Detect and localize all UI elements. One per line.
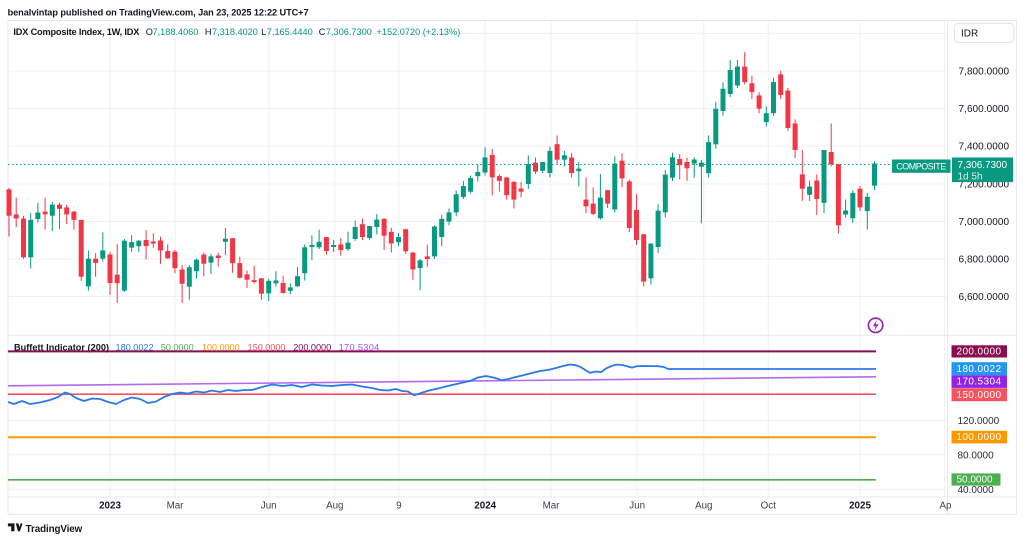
svg-text:IDX Composite Index, 1W, IDX: IDX Composite Index, 1W, IDX [13, 27, 140, 37]
svg-text:9: 9 [396, 501, 401, 512]
svg-text:IDR: IDR [961, 29, 978, 40]
svg-text:50.0000: 50.0000 [957, 474, 994, 485]
svg-text:180.0022: 180.0022 [957, 364, 1002, 375]
svg-text:7,165.4440: 7,165.4440 [267, 27, 313, 37]
svg-text:Jun: Jun [261, 501, 277, 512]
svg-text:C: C [319, 27, 326, 37]
svg-text:Mar: Mar [543, 501, 561, 512]
svg-text:200.0000: 200.0000 [957, 346, 1002, 357]
svg-text:170.5304: 170.5304 [339, 343, 380, 353]
svg-text:100.0000: 100.0000 [202, 343, 240, 353]
svg-text:7,800.0000: 7,800.0000 [959, 67, 1010, 78]
svg-text:Mar: Mar [167, 501, 185, 512]
svg-text:40.0000: 40.0000 [958, 485, 995, 496]
svg-text:Aug: Aug [695, 501, 712, 512]
svg-text:Ap: Ap [940, 501, 953, 512]
svg-text:7,600.0000: 7,600.0000 [959, 104, 1010, 115]
svg-text:7,306.7300: 7,306.7300 [326, 27, 372, 37]
svg-text:6,600.0000: 6,600.0000 [959, 292, 1010, 303]
svg-text:7,318.4020: 7,318.4020 [212, 27, 258, 37]
svg-text:O: O [146, 27, 153, 37]
svg-text:50.0000: 50.0000 [161, 343, 194, 353]
svg-text:+152.0720 (+2.13%): +152.0720 (+2.13%) [377, 27, 461, 37]
svg-text:2023: 2023 [99, 501, 121, 512]
svg-text:H: H [205, 27, 212, 37]
svg-text:Buffett Indicator (200): Buffett Indicator (200) [14, 343, 109, 353]
svg-text:COMPOSITE: COMPOSITE [896, 162, 946, 172]
svg-text:6,800.0000: 6,800.0000 [959, 255, 1010, 266]
svg-text:180.0022: 180.0022 [116, 343, 154, 353]
svg-text:120.0000: 120.0000 [958, 416, 1000, 427]
svg-text:2025: 2025 [849, 501, 871, 512]
svg-text:benalvintap published on Tradi: benalvintap published on TradingView.com… [8, 7, 309, 17]
svg-text:80.0000: 80.0000 [958, 451, 995, 462]
svg-text:7,400.0000: 7,400.0000 [959, 142, 1010, 153]
svg-text:1d 5h: 1d 5h [958, 171, 983, 182]
svg-text:150.0000: 150.0000 [957, 390, 1002, 401]
svg-text:2024: 2024 [474, 501, 496, 512]
svg-text:7,200.0000: 7,200.0000 [959, 180, 1010, 191]
svg-text:7,000.0000: 7,000.0000 [959, 217, 1010, 228]
svg-text:100.0000: 100.0000 [957, 432, 1002, 443]
svg-text:7,306.7300: 7,306.7300 [958, 160, 1008, 171]
svg-text:Aug: Aug [326, 501, 343, 512]
svg-text:7,188.4060: 7,188.4060 [153, 27, 199, 37]
svg-text:200.0000: 200.0000 [293, 343, 331, 353]
svg-text:150.0000: 150.0000 [248, 343, 286, 353]
svg-text:L: L [261, 27, 266, 37]
svg-text:Jun: Jun [629, 501, 645, 512]
svg-text:Oct: Oct [761, 501, 777, 512]
svg-text:TradingView: TradingView [26, 524, 83, 535]
svg-text:170.5304: 170.5304 [957, 377, 1002, 388]
